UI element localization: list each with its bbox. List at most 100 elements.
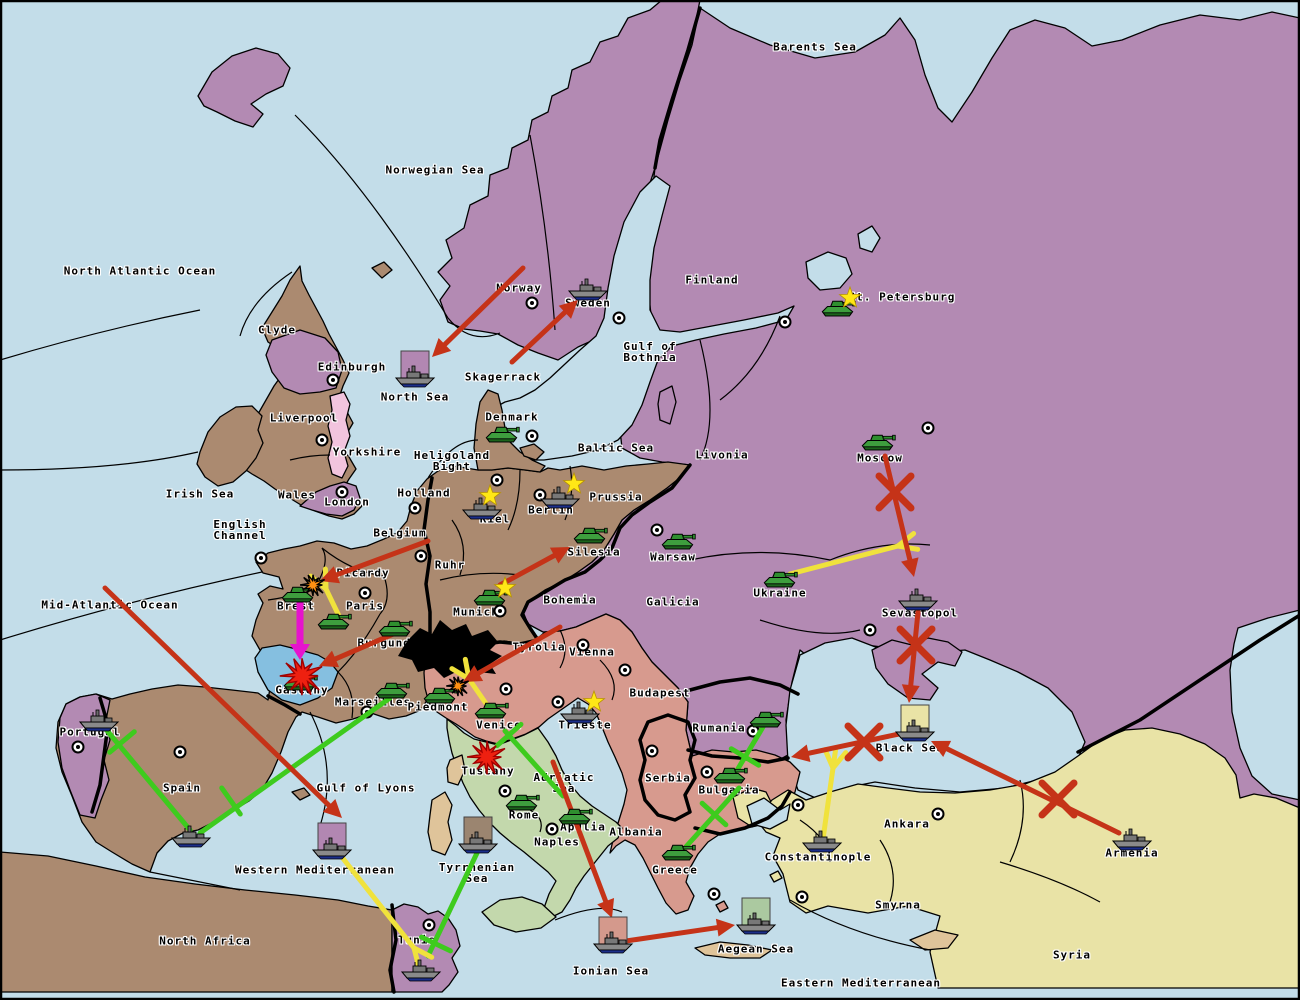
move-arrow-ionian-to-aegean [623,918,735,944]
support-move-ukraine-support [787,531,921,577]
army-unit-marseilles[interactable] [375,682,410,699]
army-unit-warsaw[interactable] [661,533,696,550]
island-faroe [371,261,393,279]
fleet-unit-sweden[interactable] [568,278,608,301]
army-unit-piedmont[interactable] [423,687,458,704]
failed-order-x [844,722,884,762]
army-unit-burgundy[interactable] [378,620,413,637]
island-gotland [657,385,677,425]
move-arrow-adriatic-to-ionian [550,759,615,918]
supply-center-naples [545,822,559,836]
fleet-unit-sevastopol[interactable] [898,588,938,611]
army-unit-greece[interactable] [661,844,696,861]
supply-center-tunis [422,918,436,932]
support-move-constantinople-support [819,745,849,849]
move-arrow-mid-atlantic-to-western-med [102,585,342,818]
bounce-explosion-gascony [279,658,323,696]
fleet-unit-ionian-sea[interactable] [593,916,633,954]
supply-center-smyrna [795,890,809,904]
support-move-western-med-support [338,853,435,970]
national-borders [90,6,1300,994]
move-arrow-munich-to-silesia [497,547,570,588]
fleet-unit-berlin[interactable] [540,486,580,509]
lake-ladoga [805,251,853,291]
result-star-prussia [562,471,586,494]
support-cut-tick [728,746,762,768]
failed-order-x [1038,779,1078,819]
retreat-arrow-brest-retreat-gascony [290,598,310,660]
region-ireland [196,405,264,487]
region-yorkshire [327,391,351,479]
standoff-splat [398,620,502,682]
army-unit-denmark[interactable] [485,426,520,443]
army-unit-ukraine[interactable] [763,571,798,588]
support-cut-tick [419,934,453,954]
supply-center-norway [525,296,539,310]
island-sardinia [427,791,453,856]
move-arrow-sevastopol-to-black-sea [896,609,936,703]
result-star-kiel [478,483,502,506]
island-balearic [291,787,311,801]
move-arrow-skagerrack-to-sweden [509,300,578,365]
supply-center-constantinople [791,798,805,812]
fleet-unit-north-sea[interactable] [395,350,435,388]
supply-center-venice [499,682,513,696]
supply-center-paris [358,586,372,600]
island-aegean2 [769,870,783,883]
fleet-unit-portugal[interactable] [79,709,119,732]
army-unit-moscow[interactable] [861,434,896,451]
fleet-unit-constantinople[interactable] [802,830,842,853]
supply-center-greece [707,887,721,901]
supply-center-moscow [921,421,935,435]
supply-center-serbia [645,744,659,758]
army-unit-bulgaria[interactable] [713,767,748,784]
support-hold-portugal-support-spain [101,724,193,833]
fleet-unit-black-sea[interactable] [895,704,935,742]
army-unit-venice[interactable] [474,702,509,719]
supply-center-rome [498,784,512,798]
army-unit-rumania[interactable] [749,711,784,728]
move-arrow-burgundy-to-gascony [319,629,401,668]
province-borders [0,114,1101,951]
supply-center-edinburgh [326,373,340,387]
army-unit-rome[interactable] [505,794,540,811]
fleet-unit-tunis[interactable] [401,959,441,982]
army-unit-silesia[interactable] [573,527,608,544]
supply-center-st-petersburg [778,315,792,329]
move-arrow-belgium-to-brest [320,538,431,584]
island-sicily [481,896,557,933]
supply-center-denmark [525,429,539,443]
support-hold-greece-support-bulgaria [680,785,742,853]
supply-center-berlin [533,488,547,502]
supply-center-bulgaria [700,765,714,779]
move-arrow-norway-to-north-sea [432,265,526,357]
caspian-sea-shape [1229,609,1300,801]
supply-center-vienna [576,638,590,652]
support-cut-tick [494,721,524,749]
fleet-unit-western-mediterranean[interactable] [312,822,352,860]
support-hold-rumania-support-bulgaria [728,724,766,775]
army-unit-apulia[interactable] [558,808,593,825]
supply-center-brest [254,551,268,565]
fleet-unit-aegean-sea[interactable] [736,897,776,935]
island-crete [694,941,773,959]
supply-center-portugal [71,740,85,754]
army-unit-paris[interactable] [317,613,352,630]
supply-center-trieste [551,695,565,709]
supply-center-belgium [414,549,428,563]
move-arrow-armenia-to-black-sea [931,740,1122,836]
region-edinburgh [265,329,343,395]
bounce-explosion-brest [299,574,326,597]
supply-center-london [335,485,349,499]
region-turkey [757,727,1300,989]
army-unit-st-petersburg[interactable] [821,300,856,317]
fleet-unit-tyrrhenian-sea[interactable] [458,816,498,854]
supply-center-spain [173,745,187,759]
support-cut-tick [219,785,243,817]
danish-isles [519,443,545,461]
result-star-st-petersburg [838,285,862,308]
